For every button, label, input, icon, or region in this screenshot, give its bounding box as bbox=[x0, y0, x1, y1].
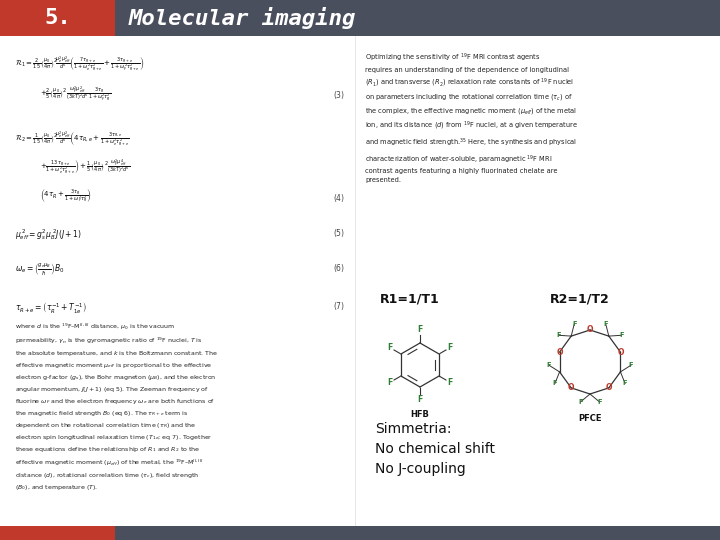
Text: F: F bbox=[572, 321, 577, 327]
Text: $(5)$: $(5)$ bbox=[333, 227, 345, 239]
Bar bbox=[0, 0, 115, 36]
Text: where $d$ is the $^{19}$F–M$^{II,III}$ distance, $\mu_0$ is the vacuum
permeabil: where $d$ is the $^{19}$F–M$^{II,III}$ d… bbox=[15, 322, 218, 492]
Text: F: F bbox=[619, 332, 624, 338]
Text: F: F bbox=[546, 362, 552, 368]
Text: O: O bbox=[568, 383, 575, 393]
Text: $\mathcal{R}_1 = \frac{2}{15}\left(\frac{\mu_0}{4\pi}\right)^2\!\frac{\mu_e^2\mu: $\mathcal{R}_1 = \frac{2}{15}\left(\frac… bbox=[15, 54, 144, 73]
Text: HFB: HFB bbox=[410, 410, 429, 419]
Text: F: F bbox=[418, 326, 423, 334]
Text: F: F bbox=[387, 343, 392, 352]
Text: F: F bbox=[598, 399, 602, 405]
Bar bbox=[0, 0, 720, 36]
Text: $+\left.\frac{13\tau_{R+e}}{1+\omega_e^2\tau_{R+e}^2}\right)+\frac{1}{5}\left(\f: $+\left.\frac{13\tau_{R+e}}{1+\omega_e^2… bbox=[40, 157, 130, 176]
Text: F: F bbox=[557, 332, 561, 338]
Text: $\omega_e = \left(\frac{g_e\mu_B}{\hbar}\right)B_0$: $\omega_e = \left(\frac{g_e\mu_B}{\hbar}… bbox=[15, 262, 65, 278]
Text: F: F bbox=[387, 378, 392, 387]
Text: R1=1/T1: R1=1/T1 bbox=[380, 292, 440, 305]
Text: F: F bbox=[603, 321, 608, 327]
Text: $(3)$: $(3)$ bbox=[333, 89, 345, 101]
Text: F: F bbox=[448, 343, 453, 352]
Text: No J-coupling: No J-coupling bbox=[375, 462, 466, 476]
Text: O: O bbox=[617, 348, 624, 356]
Text: No chemical shift: No chemical shift bbox=[375, 442, 495, 456]
Text: $\mathcal{R}_2 = \frac{1}{15}\left(\frac{\mu_0}{4\pi}\right)^2\!\frac{\mu_e^2\mu: $\mathcal{R}_2 = \frac{1}{15}\left(\frac… bbox=[15, 129, 130, 148]
Text: Molecular imaging: Molecular imaging bbox=[129, 7, 356, 29]
Text: $\tau_{R+e} = \left(\tau_R^{-1}+T_{1e}^{-1}\right)$: $\tau_{R+e} = \left(\tau_R^{-1}+T_{1e}^{… bbox=[15, 300, 86, 315]
Text: PFCE: PFCE bbox=[578, 414, 602, 423]
Text: F: F bbox=[578, 399, 582, 405]
Text: R2=1/T2: R2=1/T2 bbox=[550, 292, 610, 305]
Text: F: F bbox=[629, 362, 634, 368]
Text: Simmetria:: Simmetria: bbox=[375, 422, 451, 436]
Text: F: F bbox=[623, 381, 627, 387]
Text: $\mu_{eff}^{\;2} = g_s^2\mu_B^{\;2}J(J+1)$: $\mu_{eff}^{\;2} = g_s^2\mu_B^{\;2}J(J+1… bbox=[15, 227, 82, 242]
Text: O: O bbox=[606, 383, 612, 393]
Text: F: F bbox=[553, 381, 557, 387]
Text: $+\frac{2}{5}\left(\frac{\mu_0}{4\pi}\right)^2\frac{\omega_F^2\mu_{eff}^2}{(3kT): $+\frac{2}{5}\left(\frac{\mu_0}{4\pi}\ri… bbox=[40, 84, 112, 103]
Bar bbox=[0, 526, 720, 540]
Text: F: F bbox=[418, 395, 423, 404]
Text: 5.: 5. bbox=[44, 8, 71, 28]
Text: $(6)$: $(6)$ bbox=[333, 262, 345, 274]
Bar bbox=[0, 526, 115, 540]
Text: $(7)$: $(7)$ bbox=[333, 300, 345, 312]
Text: O: O bbox=[587, 326, 593, 334]
Text: $(4)$: $(4)$ bbox=[333, 192, 345, 204]
Text: $\left(4\tau_R+\frac{3\tau_R}{1+\omega_F^2\tau_R^2}\right)$: $\left(4\tau_R+\frac{3\tau_R}{1+\omega_F… bbox=[40, 187, 92, 204]
Text: Optimizing the sensitivity of $^{19}$F MRI contrast agents
requires an understan: Optimizing the sensitivity of $^{19}$F M… bbox=[365, 52, 578, 183]
Text: F: F bbox=[448, 378, 453, 387]
Text: O: O bbox=[557, 348, 563, 356]
